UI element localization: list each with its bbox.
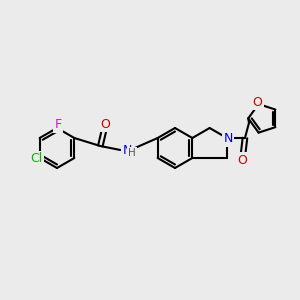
Text: N: N bbox=[122, 143, 132, 157]
Text: H: H bbox=[128, 148, 136, 158]
Text: O: O bbox=[253, 96, 262, 109]
Text: F: F bbox=[54, 118, 61, 131]
Text: O: O bbox=[100, 118, 110, 130]
Text: Cl: Cl bbox=[31, 152, 43, 166]
Text: O: O bbox=[237, 154, 247, 166]
Text: N: N bbox=[223, 133, 232, 146]
